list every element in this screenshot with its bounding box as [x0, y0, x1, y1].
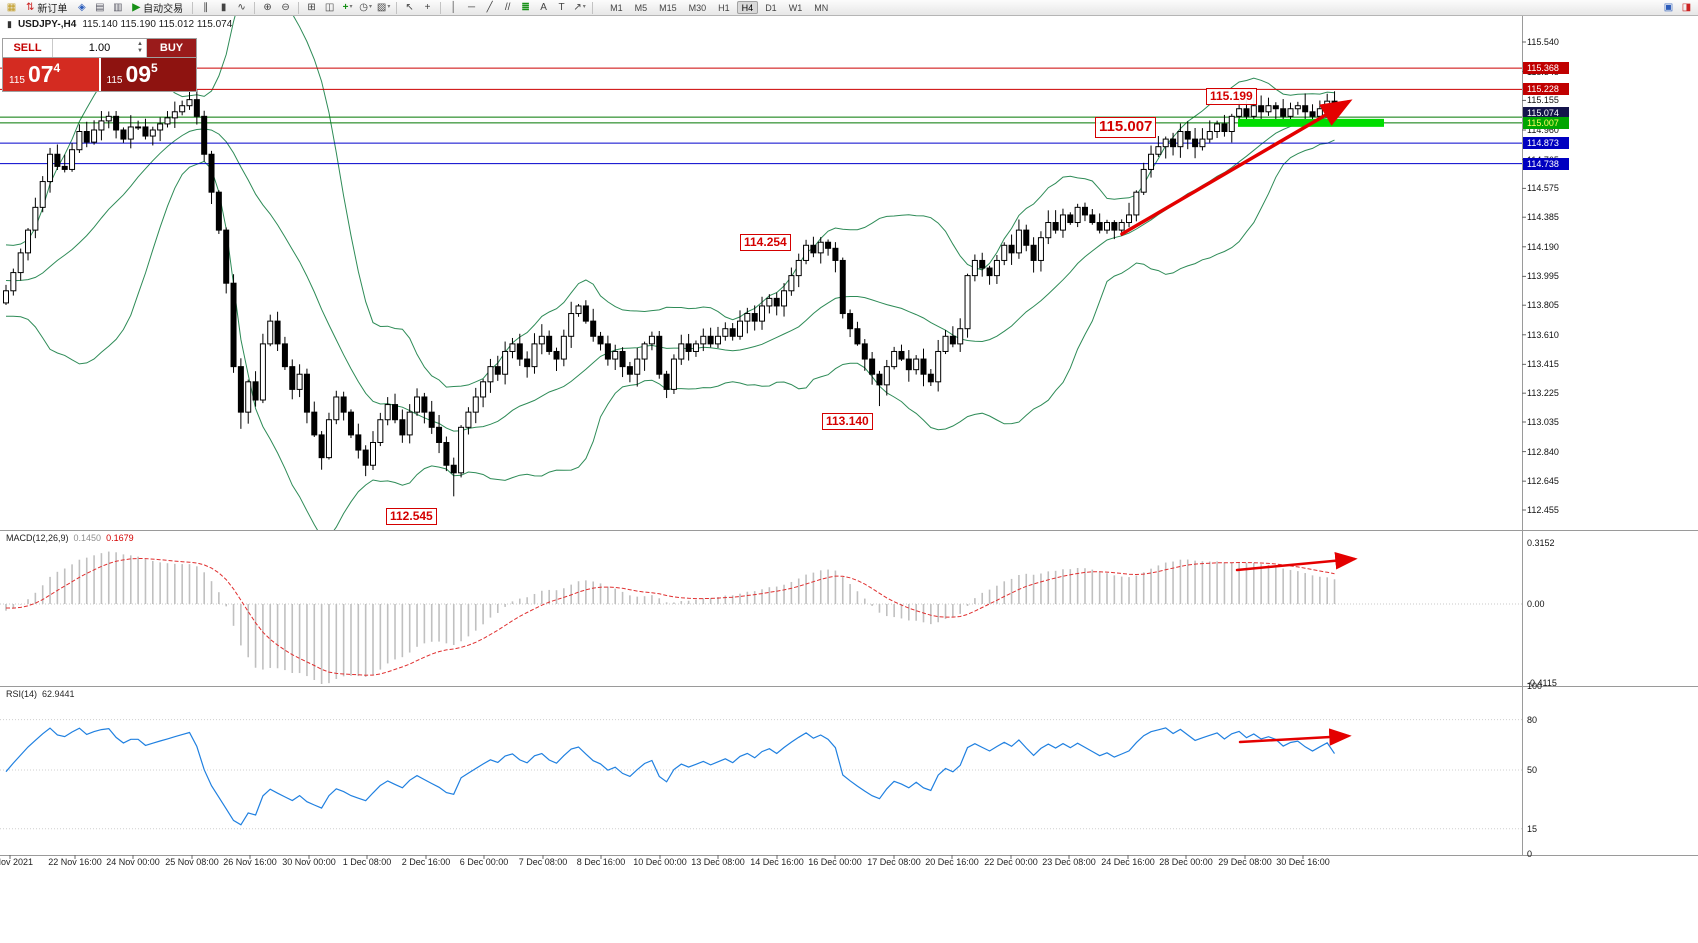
text-tool-icon[interactable]: A [540, 2, 547, 13]
caret-icon: ▾ [349, 4, 353, 10]
ask-price-display[interactable]: 115 09 5 [100, 58, 196, 91]
rsi-value: 62.9441 [42, 689, 75, 699]
macd-value-signal: 0.1679 [106, 533, 134, 543]
autotrade-label: 自动交易 [143, 4, 184, 15]
chart-ohlc-header: ▮ USDJPY-,H4 115.140 115.190 115.012 115… [7, 19, 232, 30]
trend-arrow[interactable] [1238, 728, 1352, 746]
cascade-windows-icon[interactable]: ◫ [324, 2, 335, 13]
shapes-icon[interactable]: ↗ ▾ [573, 2, 586, 13]
rsi-line [5, 727, 1335, 826]
timeframe-button-w1[interactable]: W1 [788, 3, 803, 13]
chart-bars-icon[interactable]: ∥ [203, 2, 209, 13]
bid-ask-divider [98, 58, 101, 91]
trend-arrow[interactable] [1120, 99, 1353, 236]
bollinger-bands [5, 16, 1335, 530]
toolbar-separator [440, 1, 442, 14]
bid-pipette: 4 [53, 61, 61, 75]
timeframe-button-m30[interactable]: M30 [688, 3, 707, 13]
toolbar-separator [298, 1, 300, 14]
channel-icon[interactable]: // [504, 2, 511, 13]
trend-arrow[interactable] [1235, 552, 1358, 572]
horizontal-line-icon[interactable]: ─ [468, 2, 476, 13]
bid-price-display[interactable]: 115 07 4 [3, 58, 99, 91]
timeframe-button-m5[interactable]: M5 [634, 3, 648, 13]
caret-icon: ▾ [368, 4, 372, 10]
timeframe-button-m1[interactable]: M1 [610, 3, 623, 13]
timeframe-strip: M1 M5 M15 M30 H1 H4 D1 W1 MN [605, 1, 833, 14]
volume-spinner[interactable]: ▲ ▼ [137, 41, 143, 55]
level-lines[interactable] [0, 67, 1522, 165]
volume-field: ▲ ▼ [53, 39, 146, 57]
crosshair-icon[interactable]: + [424, 2, 431, 13]
bid-big-figure: 07 [27, 61, 54, 87]
macd-value-main: 0.1450 [73, 533, 102, 543]
toolbar-separator [254, 1, 256, 14]
timeframe-button-m15[interactable]: M15 [659, 3, 677, 13]
spinner-up-icon[interactable]: ▲ [137, 41, 143, 47]
ask-pipette: 5 [151, 61, 158, 75]
chart-candles-icon[interactable]: ▮ [220, 2, 227, 13]
rsi-header: RSI(14) 62.9441 [6, 689, 75, 699]
macd-signal-line [5, 557, 1335, 676]
zoom-in-icon[interactable]: ⊕ [263, 2, 272, 13]
timeframe-button-d1[interactable]: D1 [765, 3, 777, 13]
buy-button[interactable]: BUY [146, 39, 196, 57]
rsi-name: RSI(14) [6, 689, 38, 699]
caret-icon: ▾ [582, 4, 586, 10]
toolbar-right-icon-1[interactable]: ▣ [1663, 2, 1674, 13]
timeframe-button-h4[interactable]: H4 [736, 1, 759, 14]
caret-icon: ▾ [387, 4, 391, 10]
autotrade-button[interactable]: ▶ 自动交易 [127, 1, 188, 15]
navigator-icon[interactable]: ◈ [78, 2, 86, 13]
new-chart-icon[interactable]: ▦ [6, 2, 17, 13]
toolbar: ▦ ⇅ 新订单 ◈ ▤ ▥ ▶ 自动交易 ∥ ▮ ∿ ⊕ ⊖ ⊞ ◫ + ▾ ◷ ▾… [0, 0, 1698, 16]
macd-name: MACD(12,26,9) [6, 533, 69, 543]
data-window-icon[interactable]: ▥ [113, 2, 123, 13]
macd-header: MACD(12,26,9) 0.1450 0.1679 [6, 533, 134, 543]
timeframe-button-mn[interactable]: MN [814, 3, 829, 13]
tile-windows-icon[interactable]: ⊞ [307, 2, 316, 13]
toolbar-separator [192, 1, 194, 14]
new-order-button[interactable]: ⇅ 新订单 [21, 1, 72, 15]
new-order-label: 新订单 [37, 4, 68, 15]
trendline-icon[interactable]: ╱ [486, 2, 493, 13]
candlestick-series [3, 88, 1338, 497]
chart-line-icon[interactable]: ∿ [237, 2, 246, 13]
indicators-icon[interactable]: + ▾ [342, 2, 353, 13]
timeframe-button-h1[interactable]: H1 [718, 3, 730, 13]
chart-ohlc-values: 115.140 115.190 115.012 115.074 [82, 19, 233, 30]
templates-icon[interactable]: ▨ ▾ [376, 2, 391, 13]
toolbar-right-icon-2[interactable]: ◨ [1681, 2, 1692, 13]
label-tool-icon[interactable]: T [558, 2, 565, 13]
fibonacci-icon[interactable]: ≣ [521, 2, 530, 13]
market-watch-icon[interactable]: ▤ [95, 2, 105, 13]
sell-button[interactable]: SELL [3, 39, 53, 57]
autotrade-play-icon: ▶ [132, 2, 141, 13]
one-click-trade-panel: SELL ▲ ▼ BUY 115 07 4 115 09 5 [2, 38, 197, 92]
toolbar-separator [592, 1, 594, 14]
chart-icon: ▮ [7, 19, 12, 29]
chart-symbol: USDJPY-,H4 [17, 19, 77, 30]
volume-input[interactable] [68, 42, 131, 54]
spinner-down-icon[interactable]: ▼ [137, 48, 143, 54]
vertical-line-icon[interactable]: │ [450, 2, 457, 13]
cursor-icon[interactable]: ↖ [405, 2, 414, 13]
ask-prefix: 115 [106, 75, 123, 86]
new-order-icon: ⇅ [26, 2, 35, 13]
periods-icon[interactable]: ◷ ▾ [359, 2, 372, 13]
zoom-out-icon[interactable]: ⊖ [281, 2, 290, 13]
toolbar-separator [396, 1, 398, 14]
bid-prefix: 115 [9, 75, 25, 86]
macd-histogram [5, 551, 1336, 684]
ask-big-figure: 09 [125, 61, 152, 87]
